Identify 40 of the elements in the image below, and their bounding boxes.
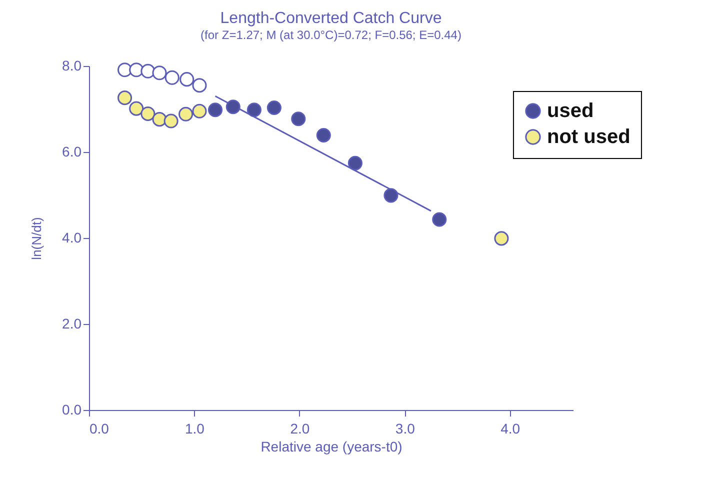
y-tick-label: 4.0 <box>62 230 82 246</box>
point <box>348 156 362 170</box>
y-axis-title: ln(N/dt) <box>29 217 44 260</box>
point <box>266 100 282 115</box>
point <box>291 112 306 126</box>
point <box>178 106 194 122</box>
x-tick-label: 4.0 <box>500 420 520 436</box>
point <box>192 104 207 118</box>
point <box>180 72 194 87</box>
point <box>164 70 180 85</box>
y-tick-label: 0.0 <box>62 402 82 418</box>
point <box>152 66 167 80</box>
chart-title: Length-Converted Catch Curve <box>220 10 442 27</box>
point <box>152 112 167 127</box>
point <box>384 188 398 203</box>
x-tick-label: 3.0 <box>395 420 416 436</box>
legend-label: not used <box>546 126 630 148</box>
x-tick-label: 2.0 <box>290 420 310 436</box>
legend-label: used <box>546 100 594 122</box>
x-axis-title: Relative age (years-t0) <box>260 438 402 454</box>
point <box>129 101 144 116</box>
chart-subtitle: (for Z=1.27; M (at 30.0°C)=0.72; F=0.56; E=0.44) <box>200 28 462 42</box>
point <box>118 62 132 78</box>
y-tick-label: 6.0 <box>62 144 82 160</box>
point <box>432 212 447 227</box>
point <box>164 114 178 128</box>
x-tick-label: 1.0 <box>184 420 205 436</box>
point <box>140 106 156 121</box>
point <box>226 100 240 114</box>
point <box>129 62 144 78</box>
y-tick-label: 2.0 <box>62 316 82 332</box>
point <box>246 102 262 118</box>
point <box>192 78 207 93</box>
y-tick-label: 8.0 <box>62 58 82 74</box>
point <box>208 102 223 118</box>
x-tick-label: 0.0 <box>90 420 110 436</box>
point <box>316 128 331 142</box>
point <box>118 90 132 106</box>
point <box>494 231 509 246</box>
point <box>140 64 156 78</box>
